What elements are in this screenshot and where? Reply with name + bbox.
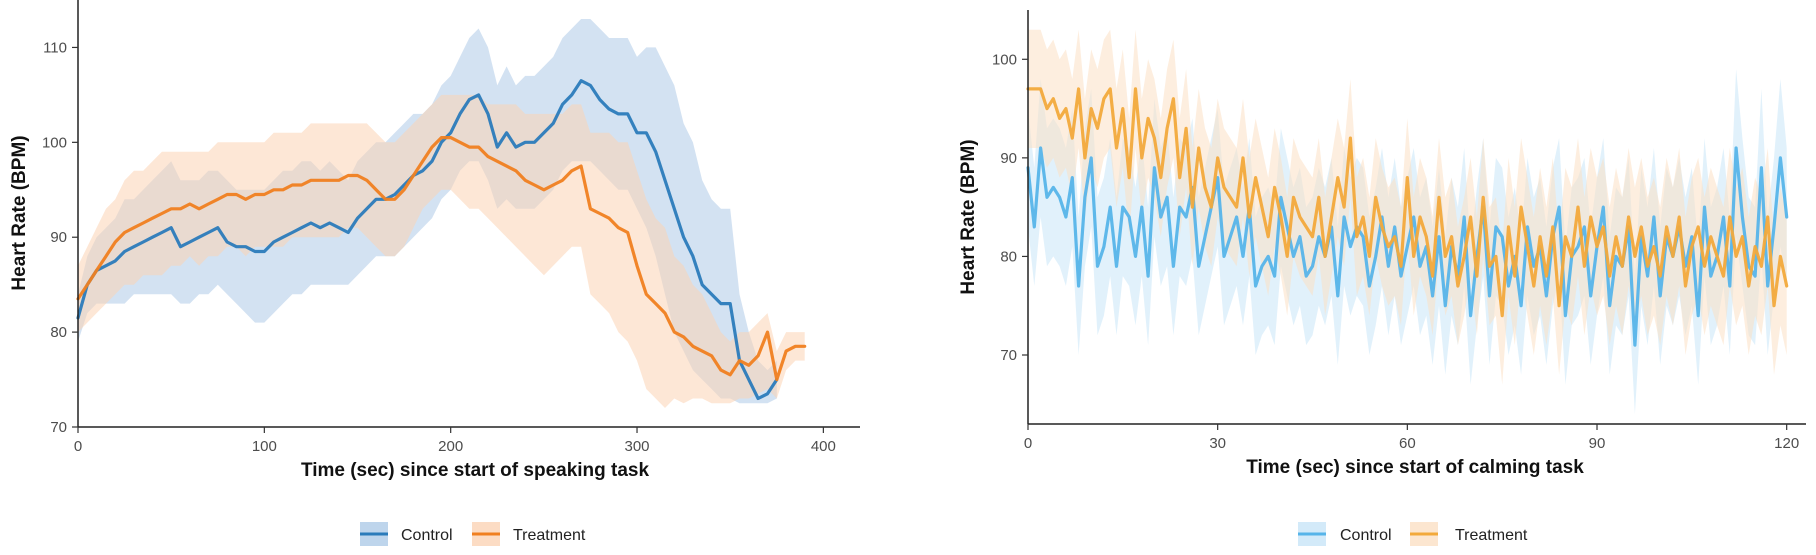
calming-line-treatment bbox=[1026, 87, 1789, 318]
speaking-band-control bbox=[78, 19, 777, 404]
speaking-x-tick-label: 100 bbox=[252, 438, 277, 455]
calming-y-ticks: 70 80 90 100 bbox=[992, 51, 1028, 364]
speaking-legend: Control Treatment bbox=[360, 522, 586, 546]
speaking-y-axis-title: Heart Rate (BPM) bbox=[9, 135, 30, 290]
calming-y-tick-label: 80 bbox=[1000, 248, 1017, 265]
speaking-x-tick-label: 300 bbox=[625, 438, 650, 455]
calming-x-axis-title: Time (sec) since start of calming task bbox=[1246, 457, 1584, 478]
speaking-chart: 0 100 200 300 400 70 80 90 100 110 Time (sec) si… bbox=[9, 0, 860, 546]
speaking-y-tick-label: 100 bbox=[42, 134, 67, 151]
calming-y-axis-title: Heart Rate (BPM) bbox=[958, 139, 979, 294]
speaking-x-tick-label: 200 bbox=[438, 438, 463, 455]
calming-x-tick-label: 30 bbox=[1209, 435, 1226, 452]
calming-legend-label-treatment: Treatment bbox=[1455, 527, 1528, 544]
speaking-legend-label-control: Control bbox=[401, 527, 453, 544]
calming-y-tick-label: 90 bbox=[1000, 150, 1017, 167]
speaking-x-axis-title: Time (sec) since start of speaking task bbox=[301, 460, 650, 481]
speaking-confidence-bands bbox=[78, 19, 805, 409]
speaking-band-treatment bbox=[78, 94, 805, 409]
calming-x-ticks: 0 30 60 90 120 bbox=[1024, 424, 1799, 452]
speaking-y-tick-label: 80 bbox=[50, 324, 67, 341]
speaking-y-tick-label: 70 bbox=[50, 419, 67, 436]
speaking-legend-label-treatment: Treatment bbox=[513, 527, 586, 544]
calming-x-tick-label: 120 bbox=[1774, 435, 1799, 452]
calming-legend-label-control: Control bbox=[1340, 527, 1392, 544]
speaking-series-lines bbox=[76, 79, 807, 401]
calming-series-lines bbox=[1026, 87, 1789, 347]
calming-y-tick-label: 100 bbox=[992, 51, 1017, 68]
speaking-y-ticks: 70 80 90 100 110 bbox=[42, 39, 78, 436]
speaking-line-control bbox=[76, 79, 779, 401]
calming-chart: 0 30 60 90 120 70 80 90 100 Time (sec) since st… bbox=[958, 10, 1806, 546]
speaking-x-ticks: 0 100 200 300 400 bbox=[74, 427, 836, 455]
speaking-x-tick-label: 0 bbox=[74, 438, 82, 455]
speaking-y-tick-label: 90 bbox=[50, 229, 67, 246]
calming-x-tick-label: 60 bbox=[1399, 435, 1416, 452]
calming-band-treatment bbox=[1028, 29, 1787, 385]
calming-x-tick-label: 0 bbox=[1024, 435, 1032, 452]
calming-x-tick-label: 90 bbox=[1589, 435, 1606, 452]
speaking-line-treatment bbox=[76, 136, 807, 382]
speaking-x-tick-label: 400 bbox=[811, 438, 836, 455]
calming-legend: Control Treatment bbox=[1298, 522, 1528, 546]
speaking-y-tick-label: 110 bbox=[43, 39, 67, 56]
calming-y-tick-label: 70 bbox=[1000, 347, 1017, 364]
calming-line-control bbox=[1026, 146, 1789, 347]
